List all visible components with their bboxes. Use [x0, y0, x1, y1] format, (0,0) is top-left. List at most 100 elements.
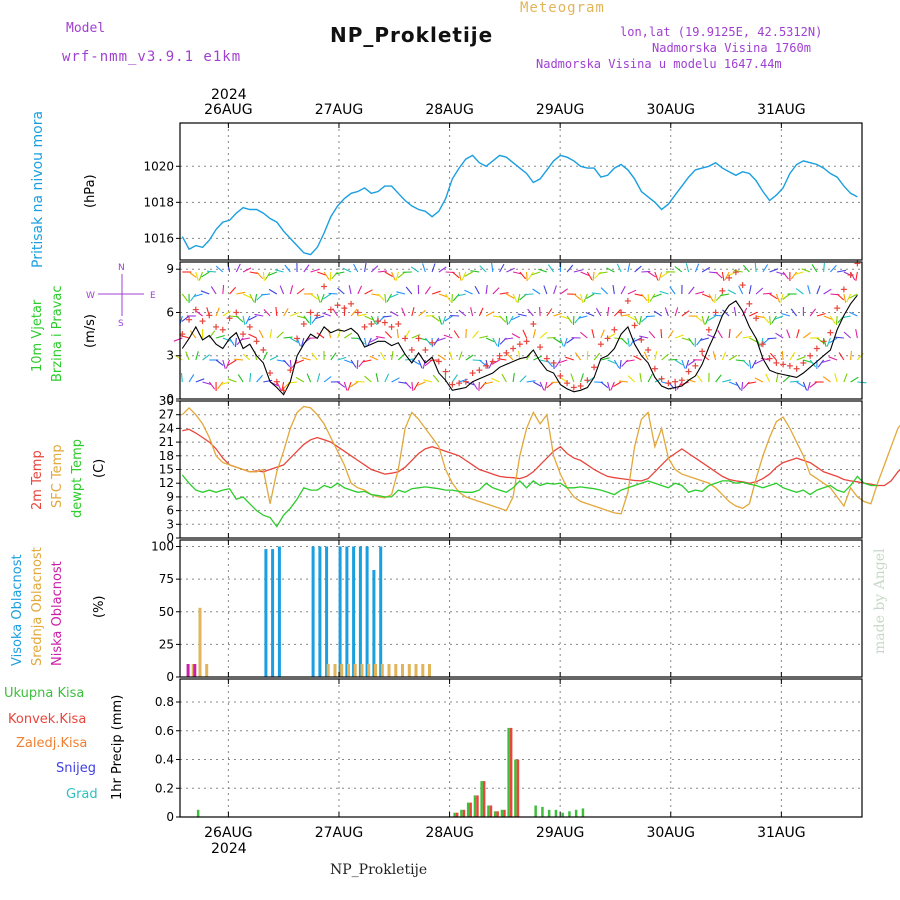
wind-arrow — [695, 315, 703, 322]
wind-arrow — [570, 373, 575, 383]
wind-arrow — [472, 330, 479, 339]
day-label-top: 29AUG — [536, 102, 585, 118]
y-tick-label: 75 — [159, 572, 174, 586]
wind-arrow — [559, 337, 564, 347]
wind-arrow — [762, 264, 769, 273]
precip-total-bar — [460, 809, 463, 817]
wind-arrow — [344, 332, 353, 339]
wind-arrow — [431, 290, 441, 295]
wind-arrow — [227, 378, 237, 383]
wind-arrow — [774, 315, 784, 320]
wind-arrow — [193, 293, 203, 298]
compass-e: E — [150, 291, 156, 301]
wind-arrow — [640, 293, 648, 302]
wind-arrow — [235, 263, 241, 273]
y-tick-label: 1018 — [143, 195, 174, 209]
wind-arrow — [331, 271, 338, 280]
wind-arrow — [474, 285, 480, 295]
wind-arrow — [782, 375, 791, 383]
precip-total-bar — [581, 808, 585, 817]
frame-layer — [176, 122, 863, 818]
wind-arrow — [201, 271, 210, 278]
day-label-top: 31AUG — [757, 102, 806, 118]
grid-layer — [180, 123, 862, 818]
wind-arrow — [789, 380, 799, 383]
wind-arrow — [660, 328, 663, 339]
wind-arrow — [485, 285, 488, 295]
wind-arrow — [527, 308, 534, 317]
wind-arrow — [829, 264, 837, 273]
wind-arrow — [370, 265, 379, 273]
wind-arrow — [769, 268, 779, 273]
precip-total-bar — [493, 811, 497, 818]
wind-arrow — [823, 288, 832, 295]
wind-arrow — [432, 374, 440, 383]
cloud-high-bar — [318, 546, 322, 677]
wind-arrow — [289, 285, 294, 295]
wind-arrow — [505, 315, 509, 325]
cloud-mid-bar — [347, 664, 350, 677]
y-tick-label: 18 — [159, 449, 174, 463]
wind-arrow — [215, 265, 224, 273]
wind-arrow — [742, 359, 750, 367]
wind-arrow — [775, 293, 781, 303]
wind-arrow — [728, 354, 738, 361]
precip-total-bar — [541, 806, 544, 817]
wind-arrow — [512, 271, 523, 275]
wind-arrow — [323, 271, 330, 280]
wind-arrow — [210, 286, 217, 295]
wind-arrow — [742, 264, 750, 273]
wind-arrow — [659, 290, 669, 295]
cloud-mid-bar — [333, 664, 337, 677]
footer-station: NP_Prokletije — [330, 862, 428, 878]
wind-arrow — [411, 381, 414, 391]
wind-arrow — [539, 359, 550, 363]
wind-arrow — [566, 315, 573, 324]
wind-arrow — [713, 314, 723, 317]
wind-arrow — [195, 378, 205, 383]
wind-arrow — [195, 271, 199, 281]
wind-arrow — [619, 359, 622, 369]
wind-arrow — [563, 337, 568, 347]
wind-arrow — [337, 381, 346, 388]
wind-arrow — [382, 315, 392, 318]
wind-arrow — [627, 375, 635, 383]
wind-arrow — [621, 314, 631, 317]
wind-arrow — [728, 381, 738, 386]
wind-arrow — [279, 285, 285, 295]
wind-arrow — [356, 359, 359, 370]
wind-arrow — [526, 380, 536, 383]
wind-arrow — [607, 333, 616, 339]
wind-arrow — [188, 374, 195, 383]
wind-arrow — [470, 307, 474, 317]
wind-arrow — [566, 337, 575, 344]
wind-arrow — [181, 293, 189, 302]
wind-arrow — [377, 293, 385, 301]
wind-arrow — [188, 271, 197, 278]
wind-arrow — [762, 315, 770, 324]
wind-arrow — [300, 337, 305, 347]
wind-arrow — [546, 308, 553, 317]
wind-arrow — [483, 381, 493, 385]
wind-arrow — [704, 315, 710, 325]
wind-arrow — [355, 380, 365, 383]
wind-arrow — [316, 373, 321, 383]
wind-arrow — [506, 267, 515, 273]
model-elevation: Nadmorska Visina u modelu 1647.44m — [536, 57, 782, 71]
precip-total-bar — [507, 727, 510, 817]
cloud-mid-bar — [380, 664, 384, 677]
wind-arrow — [782, 293, 791, 300]
day-label-top: 26AUG — [204, 102, 253, 118]
wind-arrow — [645, 315, 655, 318]
cloud-high-bar — [271, 549, 275, 677]
wind-arrow — [612, 285, 615, 295]
wind-arrow — [795, 288, 804, 295]
wind-arrow — [627, 315, 637, 321]
precip-legend-grad: Grad — [66, 787, 98, 802]
wind-arrow — [751, 359, 757, 369]
day-label-bottom: 29AUG — [536, 825, 585, 841]
wind-arrow — [242, 293, 252, 299]
wind-arrow — [202, 354, 211, 361]
wind-arrow — [242, 353, 251, 361]
